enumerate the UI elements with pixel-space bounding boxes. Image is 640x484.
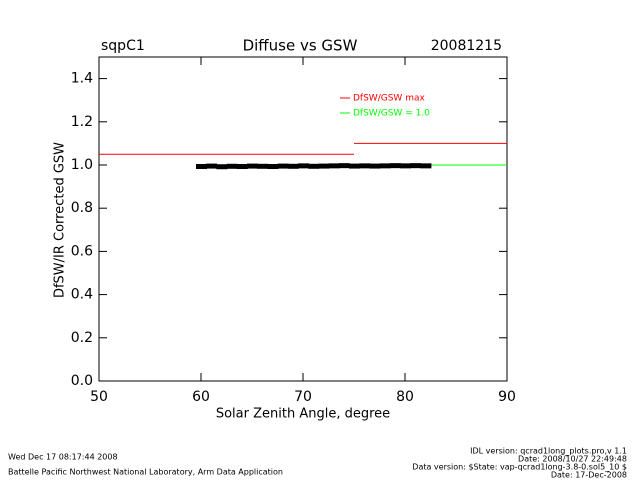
data-point [400, 163, 411, 169]
data-point [226, 163, 238, 169]
x-tick-label: 60 [192, 389, 210, 405]
x-tick-label: 50 [90, 389, 108, 405]
data-point [338, 163, 350, 169]
data-point [349, 163, 360, 169]
y-tick-label: 1.4 [71, 71, 93, 87]
x-tick-label: 70 [294, 389, 312, 405]
footer-credit: Battelle Pacific Northwest National Labo… [8, 468, 283, 477]
data-point [267, 164, 279, 170]
y-tick-label: 0.6 [71, 243, 93, 259]
data-point [389, 163, 401, 169]
y-tick-label: 0.2 [71, 330, 93, 346]
data-point [298, 163, 309, 169]
data-point [277, 163, 289, 169]
footer-line: IDL version: qcrad1long_plots.pro,v 1.1 [470, 447, 627, 456]
data-line [99, 142, 507, 155]
site-label: sqpC1 [101, 38, 145, 54]
footer-line: Data version: $State: vap-qcrad1long-3.8… [412, 463, 627, 472]
footer-timestamp: Wed Dec 17 08:17:44 2008 [8, 453, 118, 462]
data-point [236, 164, 248, 170]
data-point [359, 163, 371, 169]
data-point [369, 163, 381, 169]
y-tick-label: 1.2 [71, 114, 93, 130]
y-tick-label: 1.0 [71, 157, 93, 173]
footer-line: Date: 2008/10/27 22:49:48 [518, 455, 627, 464]
y-tick-label: 0.0 [71, 373, 93, 389]
x-axis-label: Solar Zenith Angle, degree [216, 407, 390, 422]
data-point [216, 164, 228, 170]
x-tick-label: 90 [498, 389, 516, 405]
data-point [328, 163, 340, 169]
data-point [420, 163, 432, 169]
legend-label: DfSW/GSW = 1.0 [353, 109, 430, 119]
y-tick-label: 0.8 [71, 200, 93, 216]
data-point [318, 163, 330, 169]
footer-line: Date: 17-Dec-2008 [551, 471, 627, 480]
data-point [247, 163, 258, 169]
chart-title: Diffuse vs GSW [243, 37, 358, 55]
x-tick-label: 80 [396, 389, 414, 405]
data-point [410, 163, 422, 169]
data-point [196, 164, 207, 170]
data-point [379, 163, 391, 169]
data-point [206, 163, 218, 169]
legend-label: DfSW/GSW max [353, 94, 425, 104]
y-axis-label: DfSW/IR Corrected GSW [53, 142, 68, 298]
data-point [257, 163, 269, 169]
data-point [287, 163, 299, 169]
date-label: 20081215 [431, 38, 502, 54]
y-tick-label: 0.4 [71, 287, 93, 303]
data-point [308, 163, 320, 169]
